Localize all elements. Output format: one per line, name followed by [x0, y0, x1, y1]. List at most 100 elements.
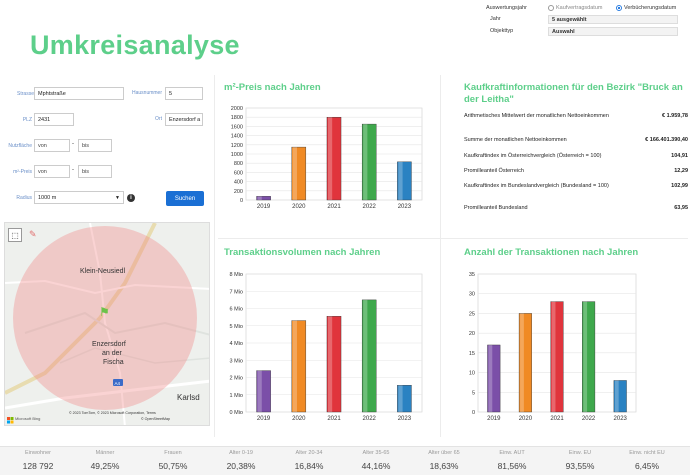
hausnummer-input[interactable]: 5 [165, 87, 203, 100]
map-draw-tool-icon[interactable]: ⬚ [8, 228, 22, 242]
bar[interactable] [326, 117, 342, 201]
map-attribution-osm[interactable]: © OpenStreetMap [141, 417, 171, 421]
stat-einw-eu: Einw. EU 93,55% [547, 447, 613, 471]
bar-highlight [398, 385, 403, 412]
jahr-select[interactable]: 5 ausgewählt [548, 15, 678, 24]
bar[interactable] [326, 316, 342, 413]
stat-value: 20,38% [226, 461, 256, 471]
x-tick-label: 2019 [257, 416, 271, 422]
stats-bar: Einwohner 128 792 Männer 49,25% Frauen 50,7… [0, 446, 690, 475]
kaufkraft-row: Kaufkraftindex im Österreichvergleich (Ö… [464, 153, 688, 159]
radius-label: Radius [16, 195, 32, 201]
page-title: Umkreisanalyse [30, 30, 240, 60]
y-tick-label: 7 Mio [230, 289, 243, 295]
y-tick-label: 200 [234, 189, 243, 195]
y-tick-label: 1000 [231, 152, 243, 158]
x-tick-label: 2023 [398, 416, 412, 422]
objekttyp-select[interactable]: Auswahl [548, 27, 678, 36]
y-tick-label: 2 Mio [230, 376, 243, 382]
y-tick-label: 2000 [231, 106, 243, 112]
info-icon[interactable]: i [127, 194, 135, 202]
bar-highlight [363, 124, 368, 200]
kaufkraft-value: 104,91 [671, 153, 688, 159]
stat-heading: Alter über 65 [428, 450, 460, 456]
y-tick-label: 1600 [231, 124, 243, 130]
stat-heading: Alter 35-65 [362, 450, 390, 456]
ort-input[interactable]: Enzersdorf a [165, 113, 203, 126]
x-tick-label: 2020 [292, 204, 306, 210]
bar[interactable] [361, 299, 377, 413]
bar-highlight [327, 117, 333, 200]
bar-highlight [583, 301, 588, 412]
stat-value: 6,45% [634, 461, 660, 471]
strasse-input[interactable]: Mphtstraße [34, 87, 124, 100]
eraser-icon[interactable]: ✎ [29, 229, 37, 239]
stat-value: 16,84% [294, 461, 324, 471]
strasse-label: Strasse [17, 91, 34, 97]
place-label-fischa: Fischa [103, 359, 124, 366]
kaufkraft-label: Promilleanteil Österreich [464, 168, 524, 174]
preis-von-input[interactable]: von [34, 165, 70, 178]
kaufkraft-value: 63,95 [674, 205, 688, 211]
radius-select[interactable]: 1000 m ▼ [34, 191, 124, 204]
bar-highlight [257, 370, 262, 412]
bar[interactable] [291, 320, 307, 413]
map-attribution[interactable]: © 2023 TomTom, © 2023 Microsoft Corporat… [69, 411, 156, 415]
plz-input[interactable]: 2431 [34, 113, 74, 126]
section-title-kaufkraft: Kaufkraftinformationen für den Bezirk "B… [464, 82, 683, 105]
nutzflaeche-label: Nutzfläche [8, 143, 32, 149]
nutzflaeche-bis-input[interactable]: bis [78, 139, 112, 152]
place-label-enzersdorf: Enzersdorf [92, 341, 126, 348]
bar[interactable] [256, 196, 271, 201]
y-tick-label: 0 [240, 198, 243, 204]
bar[interactable] [613, 380, 627, 413]
y-tick-label: 25 [469, 311, 475, 317]
bar[interactable] [256, 370, 271, 413]
bing-logo-icon [7, 417, 10, 420]
radio-verbuecherungsdatum[interactable]: Verbücherungsdatum [616, 5, 676, 11]
y-tick-label: 3 Mio [230, 358, 243, 364]
map-view[interactable]: A4 ⬚ ✎ Klein-Neusiedl ⚑ Enzersdorf an de… [4, 222, 210, 426]
suchen-button[interactable]: Suchen [166, 191, 204, 206]
radio-kaufvertragsdatum[interactable]: Kaufvertragsdatum [548, 5, 602, 11]
bar[interactable] [291, 146, 307, 201]
nutzflaeche-von-input[interactable]: von [34, 139, 70, 152]
kaufkraft-label: Kaufkraftindex im Österreichvergleich (Ö… [464, 153, 602, 159]
y-tick-label: 8 Mio [230, 272, 243, 278]
kaufkraft-label: Kaufkraftindex im Bundeslandvergleich (B… [464, 183, 609, 189]
road-sign-icon [113, 379, 123, 386]
auswertungsjahr-row: Auswertungsjahr [486, 5, 527, 11]
stat-heading: Frauen [164, 450, 182, 456]
bar-highlight [292, 147, 297, 200]
stat-value: 50,75% [158, 461, 188, 471]
stat-value: 49,25% [90, 461, 120, 471]
map-pin-icon[interactable]: ⚑ [99, 305, 110, 319]
stat-alter-ueber-65: Alter über 65 18,63% [411, 447, 477, 471]
x-tick-label: 2021 [327, 204, 341, 210]
kaufkraft-row: Summe der monatlichen Nettoeinkommen € 16… [464, 137, 688, 143]
bar[interactable] [361, 123, 377, 201]
stat-value: 81,56% [497, 461, 527, 471]
y-tick-label: 0 [472, 410, 475, 416]
bar[interactable] [518, 313, 532, 413]
bar-highlight [551, 301, 556, 412]
bar[interactable] [487, 344, 501, 413]
kaufkraft-value: 102,99 [671, 183, 688, 189]
kaufkraft-label: Summe der monatlichen Nettoeinkommen [464, 137, 567, 143]
bar[interactable] [582, 301, 596, 413]
y-tick-label: 1 Mio [230, 393, 243, 399]
y-tick-label: 600 [234, 170, 243, 176]
divider [218, 238, 688, 239]
bar[interactable] [550, 301, 564, 413]
bar[interactable] [397, 385, 412, 413]
y-tick-label: 5 [472, 390, 475, 396]
filter-panel: Auswertungsjahr Kaufvertragsdatum Verbüc… [486, 4, 686, 44]
preis-bis-input[interactable]: bis [78, 165, 112, 178]
x-tick-label: 2021 [550, 416, 564, 422]
section-title-anzahl: Anzahl der Transaktionen nach Jahren [464, 247, 639, 258]
preis-label: m²-Preis [13, 169, 32, 175]
bar[interactable] [397, 161, 412, 201]
y-tick-label: 800 [234, 161, 243, 167]
chart-transvol: 0 Mio 1 Mio 2 Mio 3 Mio 4 Mio 5 Mio 6 Mio 7 Mio… [230, 272, 423, 422]
dash-separator: - [72, 167, 74, 173]
